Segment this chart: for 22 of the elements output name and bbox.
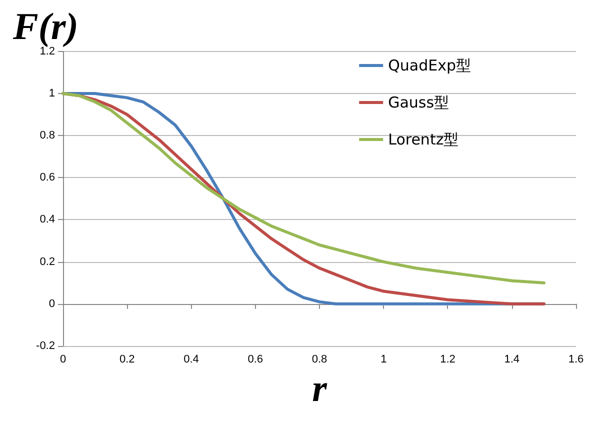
x-tick-label: 0 xyxy=(60,354,66,366)
y-tick-label: 0.2 xyxy=(40,256,55,268)
x-tick-label: 1.4 xyxy=(504,354,520,366)
y-tick-label: 0.6 xyxy=(40,172,55,184)
x-axis-title: r xyxy=(312,368,328,410)
y-tick-label: 1 xyxy=(48,87,55,100)
x-tick-label: 0.4 xyxy=(184,354,199,366)
x-tick-label: 0.2 xyxy=(119,354,135,366)
y-tick-label: 0.4 xyxy=(40,214,55,226)
y-axis-title: F(r) xyxy=(12,6,78,48)
legend-label: Lorentz型 xyxy=(388,130,459,148)
y-tick-label: 1.2 xyxy=(40,45,55,58)
x-tick-label: 0.8 xyxy=(312,354,328,366)
x-tick-label: 1.6 xyxy=(568,354,584,366)
x-tick-label: 1 xyxy=(380,354,387,366)
legend-label: QuadExp型 xyxy=(388,56,472,74)
legend-label: Gauss型 xyxy=(388,94,450,112)
y-tick-label: 0 xyxy=(48,298,55,310)
x-tick-label: 1.2 xyxy=(440,354,456,366)
x-tick-label: 0.6 xyxy=(248,354,264,366)
y-tick-label: -0.2 xyxy=(36,340,55,352)
y-tick-label: 0.8 xyxy=(40,130,55,142)
